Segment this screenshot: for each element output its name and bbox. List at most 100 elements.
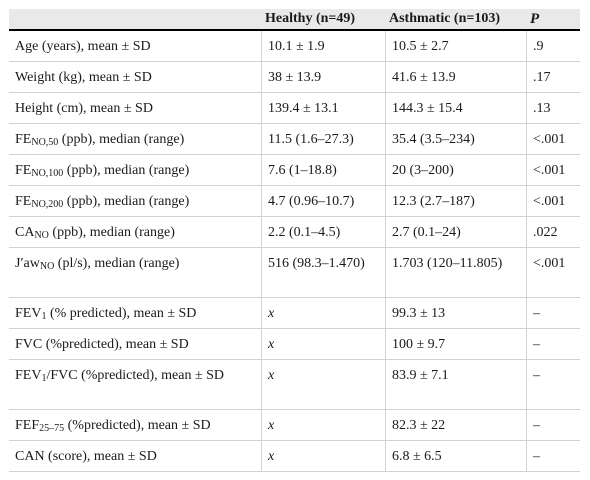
row-label-text: FVC (%predicted), mean ± SD (15, 337, 189, 352)
row-label-text: FE (15, 132, 32, 147)
header-p-value: P (527, 9, 580, 31)
row-label: FEF25–75 (%predicted), mean ± SD (9, 410, 262, 441)
healthy-value: 4.7 (0.96–10.7) (262, 186, 386, 217)
row-label-text: FE (15, 163, 32, 178)
asthmatic-value: 35.4 (3.5–234) (386, 124, 527, 155)
row-label: FEV1/FVC (%predicted), mean ± SD (9, 360, 262, 410)
asthmatic-value: 12.3 (2.7–187) (386, 186, 527, 217)
table-row: FVC (%predicted), mean ± SD x 100 ± 9.7– (9, 329, 580, 360)
row-label: Height (cm), mean ± SD (9, 93, 262, 124)
p-value: – (527, 360, 580, 410)
row-label-suffix: (pl/s), median (range) (54, 256, 180, 271)
row-label-suffix: /FVC (%predicted), mean ± SD (46, 368, 225, 383)
header-asthmatic: Asthmatic (n=103) (386, 9, 527, 31)
row-label-suffix: (% predicted), mean ± SD (46, 306, 197, 321)
row-label-text: J′aw (15, 256, 40, 271)
healthy-value: x (262, 360, 386, 410)
table-header-row: Healthy (n=49) Asthmatic (n=103) P (9, 9, 580, 31)
row-label: FENO,50 (ppb), median (range) (9, 124, 262, 155)
asthmatic-value: 6.8 ± 6.5 (386, 441, 527, 472)
healthy-value: 10.1 ± 1.9 (262, 31, 386, 62)
row-label: CANO (ppb), median (range) (9, 217, 262, 248)
p-value: .17 (527, 62, 580, 93)
table-row: Age (years), mean ± SD 10.1 ± 1.9 10.5 ± 2… (9, 31, 580, 62)
row-label-text: Height (cm), mean ± SD (15, 101, 153, 116)
healthy-value: 38 ± 13.9 (262, 62, 386, 93)
header-variable (9, 9, 262, 31)
row-label-text: FEF (15, 418, 40, 433)
table-row: FENO,50 (ppb), median (range) 11.5 (1.6–2… (9, 124, 580, 155)
row-label-suffix: (%predicted), mean ± SD (64, 418, 211, 433)
header-healthy: Healthy (n=49) (262, 9, 386, 31)
row-label: Age (years), mean ± SD (9, 31, 262, 62)
row-label-suffix: (ppb), median (range) (63, 163, 190, 178)
row-label: CAN (score), mean ± SD (9, 441, 262, 472)
asthmatic-value: 20 (3–200) (386, 155, 527, 186)
row-label-suffix: (ppb), median (range) (63, 194, 190, 209)
row-label: FENO,200 (ppb), median (range) (9, 186, 262, 217)
row-label: Weight (kg), mean ± SD (9, 62, 262, 93)
row-label-subscript: NO (34, 230, 49, 241)
table-row: CAN (score), mean ± SD x 6.8 ± 6.5– (9, 441, 580, 472)
p-value: <.001 (527, 186, 580, 217)
p-value: – (527, 298, 580, 329)
healthy-value: 516 (98.3–1.470) (262, 248, 386, 298)
row-label-suffix: (ppb), median (range) (58, 132, 185, 147)
p-value: <.001 (527, 248, 580, 298)
healthy-value: x (262, 441, 386, 472)
row-label-subscript: NO (39, 261, 55, 272)
healthy-value: 11.5 (1.6–27.3) (262, 124, 386, 155)
asthmatic-value: 83.9 ± 7.1 (386, 360, 527, 410)
row-label-subscript: 1 (41, 373, 47, 384)
asthmatic-value: 1.703 (120–11.805) (386, 248, 527, 298)
p-value: <.001 (527, 124, 580, 155)
asthmatic-value: 10.5 ± 2.7 (386, 31, 527, 62)
p-value: – (527, 410, 580, 441)
healthy-value: x (262, 410, 386, 441)
comparison-table: Healthy (n=49) Asthmatic (n=103) P Age (… (9, 9, 580, 472)
row-label-subscript: 25–75 (39, 423, 65, 434)
p-value: .9 (527, 31, 580, 62)
asthmatic-value: 99.3 ± 13 (386, 298, 527, 329)
asthmatic-value: 144.3 ± 15.4 (386, 93, 527, 124)
healthy-value: x (262, 298, 386, 329)
row-label-text: Weight (kg), mean ± SD (15, 70, 152, 85)
table-row: FEV1/FVC (%predicted), mean ± SD x 83.9 ± … (9, 360, 580, 410)
asthmatic-value: 2.7 (0.1–24) (386, 217, 527, 248)
p-value: <.001 (527, 155, 580, 186)
row-label-text: CA (15, 225, 35, 240)
table-row: Height (cm), mean ± SD 139.4 ± 13.1 144.3 … (9, 93, 580, 124)
table-row: Weight (kg), mean ± SD 38 ± 13.9 41.6 ± 13… (9, 62, 580, 93)
row-label-text: FE (15, 194, 32, 209)
healthy-value: x (262, 329, 386, 360)
row-label-text: CAN (score), mean ± SD (15, 449, 157, 464)
healthy-value: 7.6 (1–18.8) (262, 155, 386, 186)
healthy-value: 139.4 ± 13.1 (262, 93, 386, 124)
row-label-subscript: NO,50 (31, 137, 59, 148)
table-row: FENO,100 (ppb), median (range) 7.6 (1–18.… (9, 155, 580, 186)
row-label-text: FEV (15, 306, 42, 321)
p-value: – (527, 441, 580, 472)
row-label-subscript: NO,100 (31, 168, 64, 179)
row-label: J′awNO (pl/s), median (range) (9, 248, 262, 298)
row-label: FEV1 (% predicted), mean ± SD (9, 298, 262, 329)
row-label-subscript: NO,200 (31, 199, 64, 210)
table-row: FENO,200 (ppb), median (range) 4.7 (0.96–… (9, 186, 580, 217)
row-label-suffix: (ppb), median (range) (48, 225, 175, 240)
table-body: Age (years), mean ± SD 10.1 ± 1.9 10.5 ± 2… (9, 31, 580, 472)
row-label: FVC (%predicted), mean ± SD (9, 329, 262, 360)
row-label: FENO,100 (ppb), median (range) (9, 155, 262, 186)
table-row: CANO (ppb), median (range) 2.2 (0.1–4.5) 2… (9, 217, 580, 248)
asthmatic-value: 100 ± 9.7 (386, 329, 527, 360)
p-value: – (527, 329, 580, 360)
p-value: .022 (527, 217, 580, 248)
asthmatic-value: 82.3 ± 22 (386, 410, 527, 441)
row-label-text: Age (years), mean ± SD (15, 39, 151, 54)
table-row: FEV1 (% predicted), mean ± SD x 99.3 ± 13– (9, 298, 580, 329)
row-label-subscript: 1 (41, 311, 47, 322)
table-row: FEF25–75 (%predicted), mean ± SD x 82.3 ± … (9, 410, 580, 441)
table-row: J′awNO (pl/s), median (range) 516 (98.3–1… (9, 248, 580, 298)
healthy-value: 2.2 (0.1–4.5) (262, 217, 386, 248)
asthmatic-value: 41.6 ± 13.9 (386, 62, 527, 93)
p-value: .13 (527, 93, 580, 124)
